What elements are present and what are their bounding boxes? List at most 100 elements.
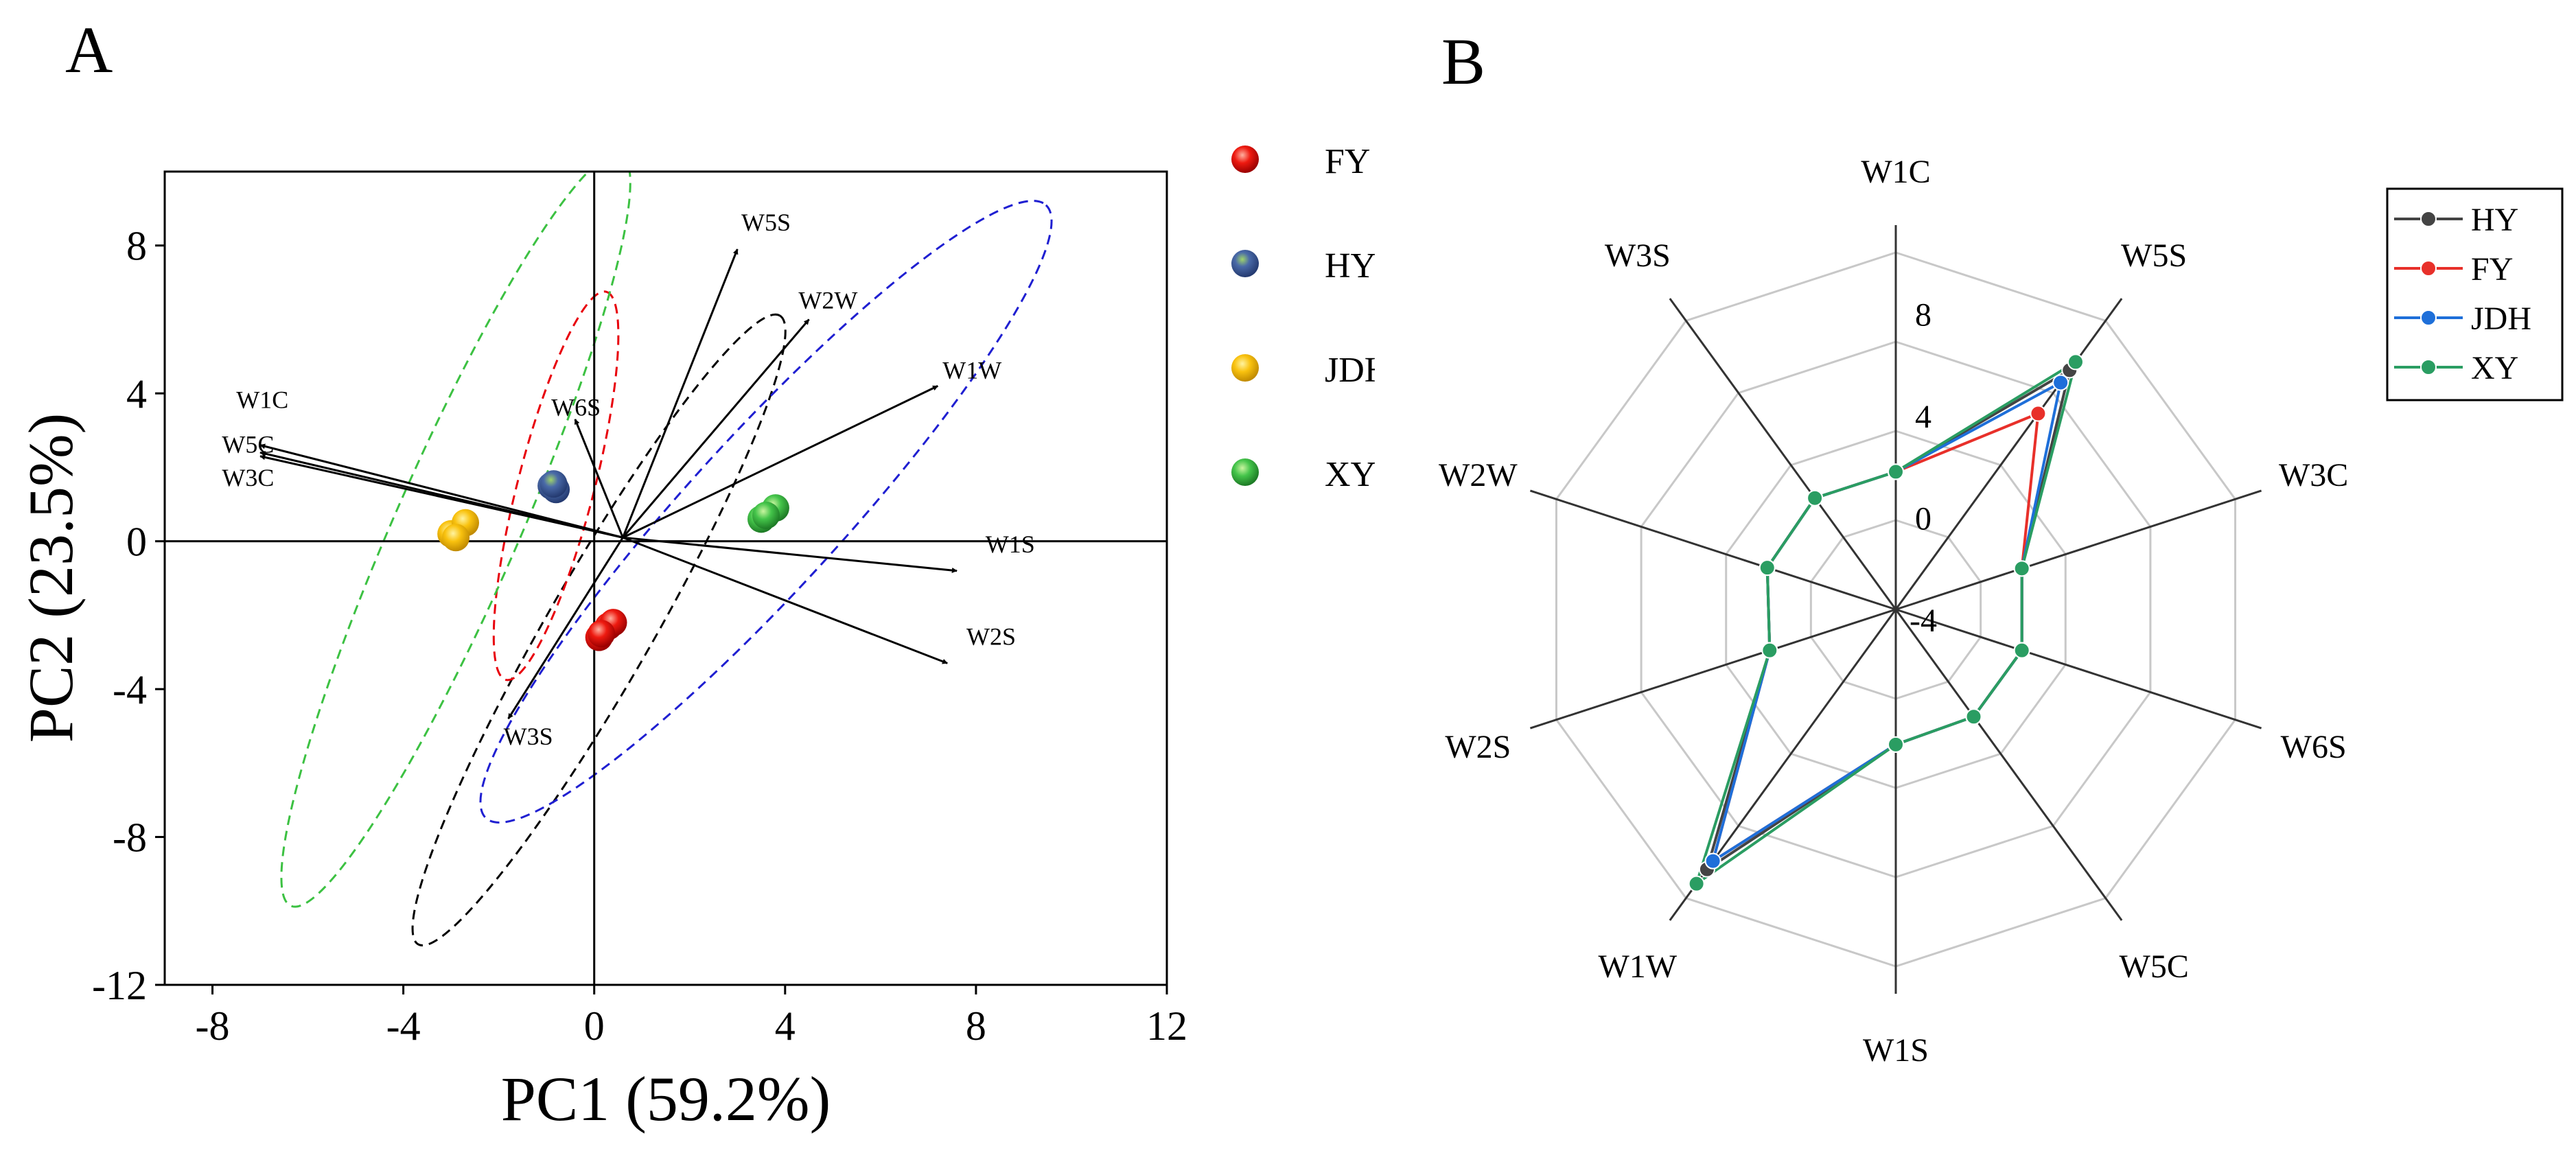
- loading-label-w5s: W5S: [741, 209, 791, 236]
- x-tick-label: 8: [966, 1003, 986, 1049]
- radar-spoke-w2w: [1529, 489, 1896, 611]
- radar-point-xy-w5c: [1965, 708, 1982, 725]
- radar-axis-label-w1s: W1S: [1863, 1032, 1929, 1069]
- legend-b-label-jdh: JDH: [2471, 301, 2531, 337]
- legend-b-label-hy: HY: [2471, 202, 2518, 238]
- radar-point-xy-w1c: [1888, 463, 1904, 480]
- radar-tick-label: -4: [1910, 603, 1937, 639]
- x-tick-label: 12: [1146, 1003, 1187, 1049]
- radar-spoke-w6s: [1895, 608, 2262, 730]
- point-jdh-2: [442, 524, 470, 552]
- loading-label-w1s: W1S: [986, 531, 1035, 558]
- axis-ticks: -8 -4 0 4 8 12 -12 -8 -4 0 4 8: [92, 224, 1187, 1049]
- loading-arrow-w1c: [259, 443, 623, 539]
- legend-b-box: [2386, 187, 2564, 401]
- radar-axis-label-w5s: W5S: [2121, 237, 2187, 274]
- panel-label-a: A: [65, 13, 113, 86]
- pca-biplot-panel: A W1C W5C W3C W6S W5S W2W W1W W1S W2S W3S -8 -4: [16, 13, 1581, 1134]
- legend-a-label-fy: FY: [1325, 142, 1370, 181]
- loading-label-w2w: W2W: [798, 286, 857, 314]
- loading-label-w1w: W1W: [942, 357, 1001, 384]
- radar-point-fy-w5s: [2030, 405, 2047, 422]
- plot-frame: [163, 170, 1168, 986]
- radar-axis-label-w3c: W3C: [2279, 457, 2348, 493]
- radar-tick-label: 8: [1915, 296, 1931, 333]
- ellipse-xy: [479, 200, 1053, 824]
- radar-point-xy-w1s: [1888, 736, 1904, 753]
- loading-label-w3c: W3C: [222, 464, 274, 491]
- point-xy-2: [752, 501, 780, 529]
- legend-a-marker-xy: [1231, 458, 1259, 486]
- radar-spoke-w5s: [1894, 298, 2123, 610]
- radar-axis-label-w3s: W3S: [1605, 237, 1671, 274]
- radar-point-xy-w2w: [1759, 559, 1776, 576]
- y-tick-label: 0: [126, 520, 147, 565]
- legend-a-label-hy: HY: [1325, 246, 1376, 286]
- radar-point-xy-w2s: [1761, 642, 1778, 659]
- loading-arrow-w6s: [574, 419, 624, 538]
- loading-arrow-w1w: [622, 385, 939, 539]
- legend-a-marker-fy: [1231, 145, 1259, 173]
- loading-label-w1c: W1C: [236, 386, 288, 414]
- radar-axis-label-w6s: W6S: [2281, 729, 2347, 765]
- radar-tick-label: 4: [1915, 399, 1931, 435]
- loading-arrows: W1C W5C W3C W6S W5S W2W W1W W1S W2S W3S: [222, 209, 1034, 750]
- x-tick-label: -4: [386, 1003, 421, 1049]
- radar-point-jdh-w1w: [1704, 852, 1721, 870]
- loading-arrow-w5s: [622, 248, 739, 538]
- loading-arrow-w2w: [622, 318, 810, 539]
- y-tick-label: -4: [113, 667, 147, 712]
- radar-spoke-w2s: [1529, 608, 1896, 730]
- radar-axis-label-w1w: W1W: [1599, 948, 1678, 985]
- y-axis-title: PC2 (23.5%): [16, 413, 86, 743]
- radar-grid: [1529, 225, 2262, 994]
- confidence-ellipses: [280, 172, 1053, 947]
- radar-axis-labels: W1C W5S W3C W6S W5C W1S W1W W2S W2W W3S: [1439, 154, 2348, 1069]
- radar-point-xy-w6s: [2013, 642, 2030, 659]
- loading-label-w2s: W2S: [966, 622, 1016, 650]
- radar-axis-label-w5c: W5C: [2120, 948, 2189, 985]
- legend-b: HY FY JDH XY: [2386, 187, 2564, 401]
- x-axis-title: PC1 (59.2%): [501, 1064, 831, 1134]
- legend-b-marker-fy: [2420, 260, 2437, 277]
- legend-a-marker-hy: [1231, 250, 1259, 277]
- sample-points: [437, 470, 789, 651]
- y-tick-label: 4: [126, 371, 147, 417]
- radar-tick-label: 0: [1915, 500, 1931, 537]
- y-tick-label: -8: [113, 815, 147, 861]
- x-tick-label: 0: [584, 1003, 605, 1049]
- point-fy-3: [588, 620, 616, 648]
- legend-b-marker-jdh: [2420, 310, 2437, 326]
- radar-point-xy-w3s: [1807, 489, 1824, 506]
- loading-arrow-w3s: [507, 537, 624, 719]
- radar-spoke-w3c: [1895, 489, 2262, 611]
- radar-spoke-w3s: [1669, 298, 1897, 610]
- loading-label-w3s: W3S: [504, 723, 553, 750]
- loading-arrow-w3c: [259, 454, 623, 539]
- radar-tick-labels: -4 0 4 8: [1910, 296, 1937, 639]
- loading-arrow-w2s: [622, 536, 948, 664]
- legend-b-label-xy: XY: [2471, 350, 2518, 386]
- legend-a-label-xy: XY: [1325, 455, 1376, 494]
- x-tick-label: 4: [775, 1003, 796, 1049]
- radar-axis-label-w1c: W1C: [1861, 154, 1930, 190]
- radar-panel: B W1C W5S W3C W6S W5C W1S W1W W2S W2W W3S -4 0 4 8 H…: [1439, 25, 2564, 1069]
- radar-point-jdh-w5s: [2052, 374, 2069, 391]
- legend-b-marker-xy: [2420, 359, 2437, 375]
- zero-lines: [165, 172, 1167, 985]
- ellipse-hy: [492, 290, 620, 682]
- legend-a-marker-jdh: [1231, 354, 1259, 382]
- ellipse-jdh: [280, 172, 631, 908]
- loading-label-w6s: W6S: [551, 394, 601, 421]
- radar-point-xy-w5s: [2067, 353, 2084, 371]
- y-tick-label: 8: [126, 224, 147, 269]
- legend-b-label-fy: FY: [2471, 251, 2513, 288]
- y-tick-label: -12: [92, 963, 147, 1008]
- radar-axis-label-w2w: W2W: [1439, 457, 1518, 493]
- legend-a-clip-mask: [1375, 103, 1581, 480]
- radar-point-xy-w1w: [1688, 875, 1705, 892]
- x-tick-label: -8: [196, 1003, 230, 1049]
- radar-point-xy-w3c: [2013, 560, 2030, 577]
